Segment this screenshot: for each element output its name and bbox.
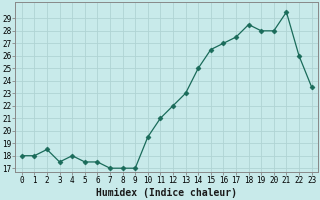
X-axis label: Humidex (Indice chaleur): Humidex (Indice chaleur) — [96, 188, 237, 198]
